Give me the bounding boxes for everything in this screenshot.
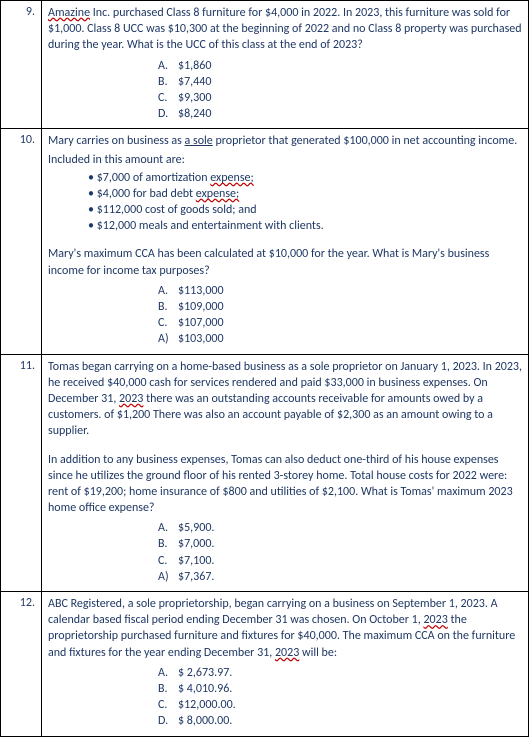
option-text: $ 8,000.00.	[178, 713, 232, 729]
option-item: A.$1,860	[158, 58, 522, 74]
option-letter: B.	[158, 74, 178, 90]
option-item: A.$113,000	[158, 283, 522, 299]
options-list: A.$ 2,673.97.B.$ 4,010.96.C.$12,000.00.D…	[48, 665, 522, 730]
question-text: Amazine Inc. purchased Class 8 furniture…	[48, 5, 522, 54]
question-row: 10. Mary carries on business as a sole pr…	[1, 129, 529, 354]
bullet-item: $12,000 meals and entertainment with cli…	[88, 218, 522, 234]
option-item: B.$ 4,010.96.	[158, 681, 522, 697]
question-number: 12.	[1, 592, 42, 737]
option-item: D.$ 8,000.00.	[158, 713, 522, 729]
option-text: $ 4,010.96.	[178, 681, 232, 697]
question-number: 10.	[1, 129, 42, 354]
option-item: B.$7,440	[158, 74, 522, 90]
question-text: ABC Registered, a sole proprietorship, b…	[48, 596, 522, 661]
question-text: Tomas began carrying on a home-based bus…	[48, 359, 522, 440]
option-item: A)$7,367.	[158, 569, 522, 585]
option-text: $103,000	[178, 331, 224, 347]
option-item: C.$12,000.00.	[158, 697, 522, 713]
option-text: $107,000	[178, 315, 224, 331]
option-letter: A)	[158, 331, 178, 347]
question-cell: Amazine Inc. purchased Class 8 furniture…	[42, 1, 529, 129]
option-text: $7,367.	[178, 569, 214, 585]
option-text: $12,000.00.	[178, 697, 236, 713]
question-number: 11.	[1, 354, 42, 591]
option-letter: B.	[158, 299, 178, 315]
bullet-item: $4,000 for bad debt expense;	[88, 186, 522, 202]
option-item: B.$7,000.	[158, 536, 522, 552]
bullet-list: $7,000 of amortization expense;$4,000 fo…	[88, 170, 522, 235]
option-item: A.$ 2,673.97.	[158, 665, 522, 681]
question-row: 12.ABC Registered, a sole proprietorship…	[1, 592, 529, 737]
question-text: In addition to any business expenses, To…	[48, 452, 522, 517]
option-letter: A.	[158, 520, 178, 536]
option-letter: C.	[158, 315, 178, 331]
option-item: B.$109,000	[158, 299, 522, 315]
option-letter: C.	[158, 697, 178, 713]
option-item: C.$107,000	[158, 315, 522, 331]
option-letter: B.	[158, 681, 178, 697]
option-item: A)$103,000	[158, 331, 522, 347]
question-cell: ABC Registered, a sole proprietorship, b…	[42, 592, 529, 737]
question-table: 9.Amazine Inc. purchased Class 8 furnitu…	[0, 0, 529, 737]
question-number: 9.	[1, 1, 42, 129]
option-letter: D.	[158, 106, 178, 122]
option-text: $8,240	[178, 106, 211, 122]
option-text: $109,000	[178, 299, 224, 315]
option-item: A.$5,900.	[158, 520, 522, 536]
option-item: C.$7,100.	[158, 553, 522, 569]
option-text: $7,000.	[178, 536, 214, 552]
option-letter: C.	[158, 90, 178, 106]
option-letter: A.	[158, 665, 178, 681]
option-item: D.$8,240	[158, 106, 522, 122]
option-letter: D.	[158, 713, 178, 729]
option-text: $7,100.	[178, 553, 214, 569]
question-text: Mary's maximum CCA has been calculated a…	[48, 246, 522, 278]
question-text: Mary carries on business as a sole propr…	[48, 133, 522, 149]
option-text: $9,300	[178, 90, 211, 106]
options-list: A.$113,000B.$109,000C.$107,000A)$103,000	[48, 283, 522, 348]
option-text: $1,860	[178, 58, 211, 74]
options-list: A.$5,900.B.$7,000.C.$7,100.A)$7,367.	[48, 520, 522, 585]
option-item: C.$9,300	[158, 90, 522, 106]
bullet-item: $7,000 of amortization expense;	[88, 170, 522, 186]
option-letter: A.	[158, 58, 178, 74]
question-cell: Mary carries on business as a sole propr…	[42, 129, 529, 354]
question-row: 11.Tomas began carrying on a home-based …	[1, 354, 529, 591]
question-cell: Tomas began carrying on a home-based bus…	[42, 354, 529, 591]
option-text: $5,900.	[178, 520, 214, 536]
option-text: $ 2,673.97.	[178, 665, 232, 681]
option-text: $113,000	[178, 283, 224, 299]
question-row: 9.Amazine Inc. purchased Class 8 furnitu…	[1, 1, 529, 129]
question-text: Included in this amount are:	[48, 152, 522, 168]
options-list: A.$1,860B.$7,440C.$9,300D.$8,240	[48, 58, 522, 123]
bullet-item: $112,000 cost of goods sold; and	[88, 202, 522, 218]
option-letter: A.	[158, 283, 178, 299]
option-text: $7,440	[178, 74, 211, 90]
option-letter: A)	[158, 569, 178, 585]
option-letter: B.	[158, 536, 178, 552]
option-letter: C.	[158, 553, 178, 569]
